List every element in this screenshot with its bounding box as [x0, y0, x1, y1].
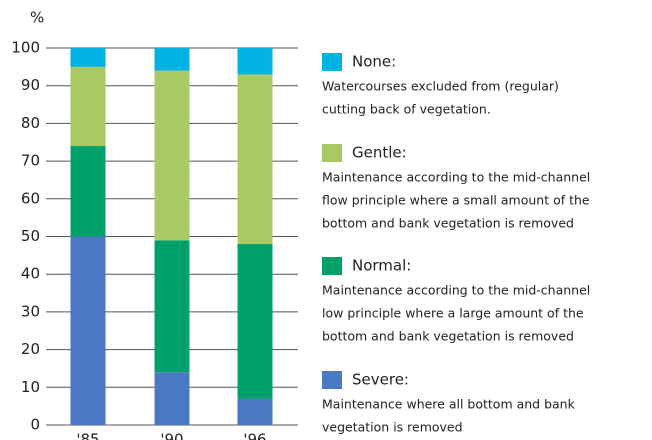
legend-title: Gentle: [352, 144, 407, 162]
bar-segment [70, 66, 106, 147]
y-tick-label: 20 [21, 340, 40, 358]
legend-swatch [322, 257, 342, 275]
legend-title: None: [352, 53, 396, 71]
x-tick-label: '96 [243, 431, 266, 440]
x-tick-label: '90 [160, 431, 183, 440]
legend-description: flow principle where a small amount of t… [322, 193, 590, 208]
y-tick-label: 70 [21, 152, 40, 170]
bar-segment [154, 240, 190, 373]
y-tick-label: 60 [21, 189, 40, 207]
x-tick-label: '85 [76, 431, 99, 440]
bar-segment [154, 70, 190, 241]
y-tick-label: 100 [11, 39, 40, 57]
y-tick-label: 40 [21, 265, 40, 283]
legend-description: Maintenance according to the mid-channel [322, 170, 590, 185]
legend-description: Maintenance where all bottom and bank [322, 397, 576, 412]
y-tick-label: 50 [21, 227, 40, 245]
bar-segment [237, 398, 273, 425]
bar-segment [70, 146, 106, 237]
legend-description: low principle where a large amount of th… [322, 306, 584, 321]
legend-swatch [322, 371, 342, 389]
bar-segment [70, 48, 106, 67]
y-tick-label: 10 [21, 378, 40, 396]
legend-title: Normal: [352, 257, 411, 275]
legend-description: Maintenance according to the mid-channel [322, 283, 590, 298]
y-tick-label: 0 [30, 416, 40, 434]
legend-description: bottom and bank vegetation is removed [322, 329, 574, 344]
legend-description: cutting back of vegetation. [322, 102, 491, 117]
bar-segment [237, 74, 273, 245]
bar-segment [237, 48, 273, 75]
y-tick-label: 30 [21, 302, 40, 320]
legend-description: Watercourses excluded from (regular) [322, 79, 559, 94]
y-tick-label: 80 [21, 114, 40, 132]
y-axis-label: % [30, 9, 44, 27]
bar-segment [70, 236, 106, 425]
bar-segment [154, 48, 190, 71]
legend-title: Severe: [352, 371, 409, 389]
legend-swatch [322, 53, 342, 71]
legend-description: vegetation is removed [322, 420, 463, 435]
bar-segment [154, 372, 190, 425]
legend-swatch [322, 144, 342, 162]
y-tick-label: 90 [21, 76, 40, 94]
legend-description: bottom and bank vegetation is removed [322, 216, 574, 231]
bar-segment [237, 244, 273, 399]
